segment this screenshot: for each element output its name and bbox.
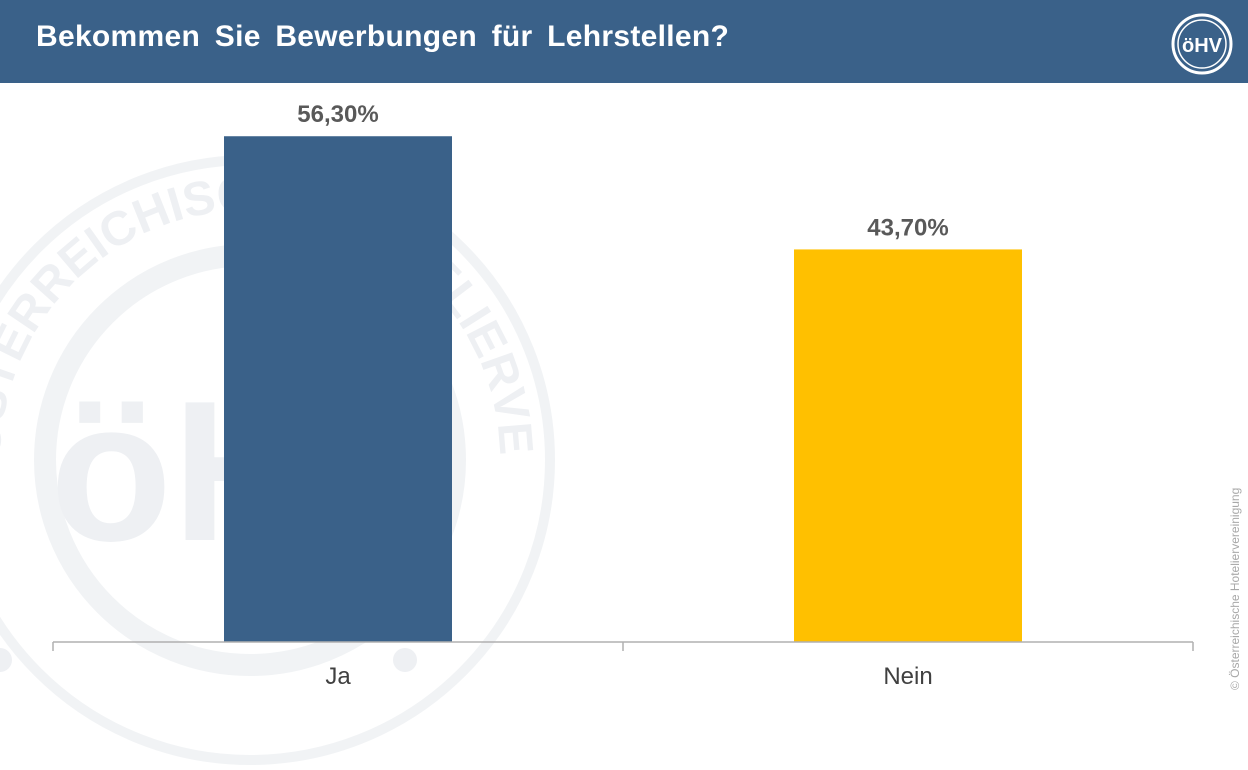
copyright-notice: © Österreichische Hoteliervereinigung: [1228, 487, 1242, 690]
bar-chart: 56,30% Ja 43,70% Nein: [52, 101, 1194, 690]
oehv-logo-icon: öHV: [1171, 13, 1233, 75]
logo-text: öHV: [1182, 35, 1223, 57]
data-label-ja: 56,30%: [297, 101, 378, 128]
bar-ja: [224, 136, 452, 642]
data-label-nein: 43,70%: [867, 214, 948, 241]
category-label-ja: Ja: [325, 663, 351, 690]
header-bar: Bekommen Sie Bewerbungen für Lehrstellen…: [0, 0, 1248, 83]
category-label-nein: Nein: [883, 663, 932, 690]
page-title: Bekommen Sie Bewerbungen für Lehrstellen…: [36, 20, 730, 53]
bar-nein: [794, 249, 1022, 642]
